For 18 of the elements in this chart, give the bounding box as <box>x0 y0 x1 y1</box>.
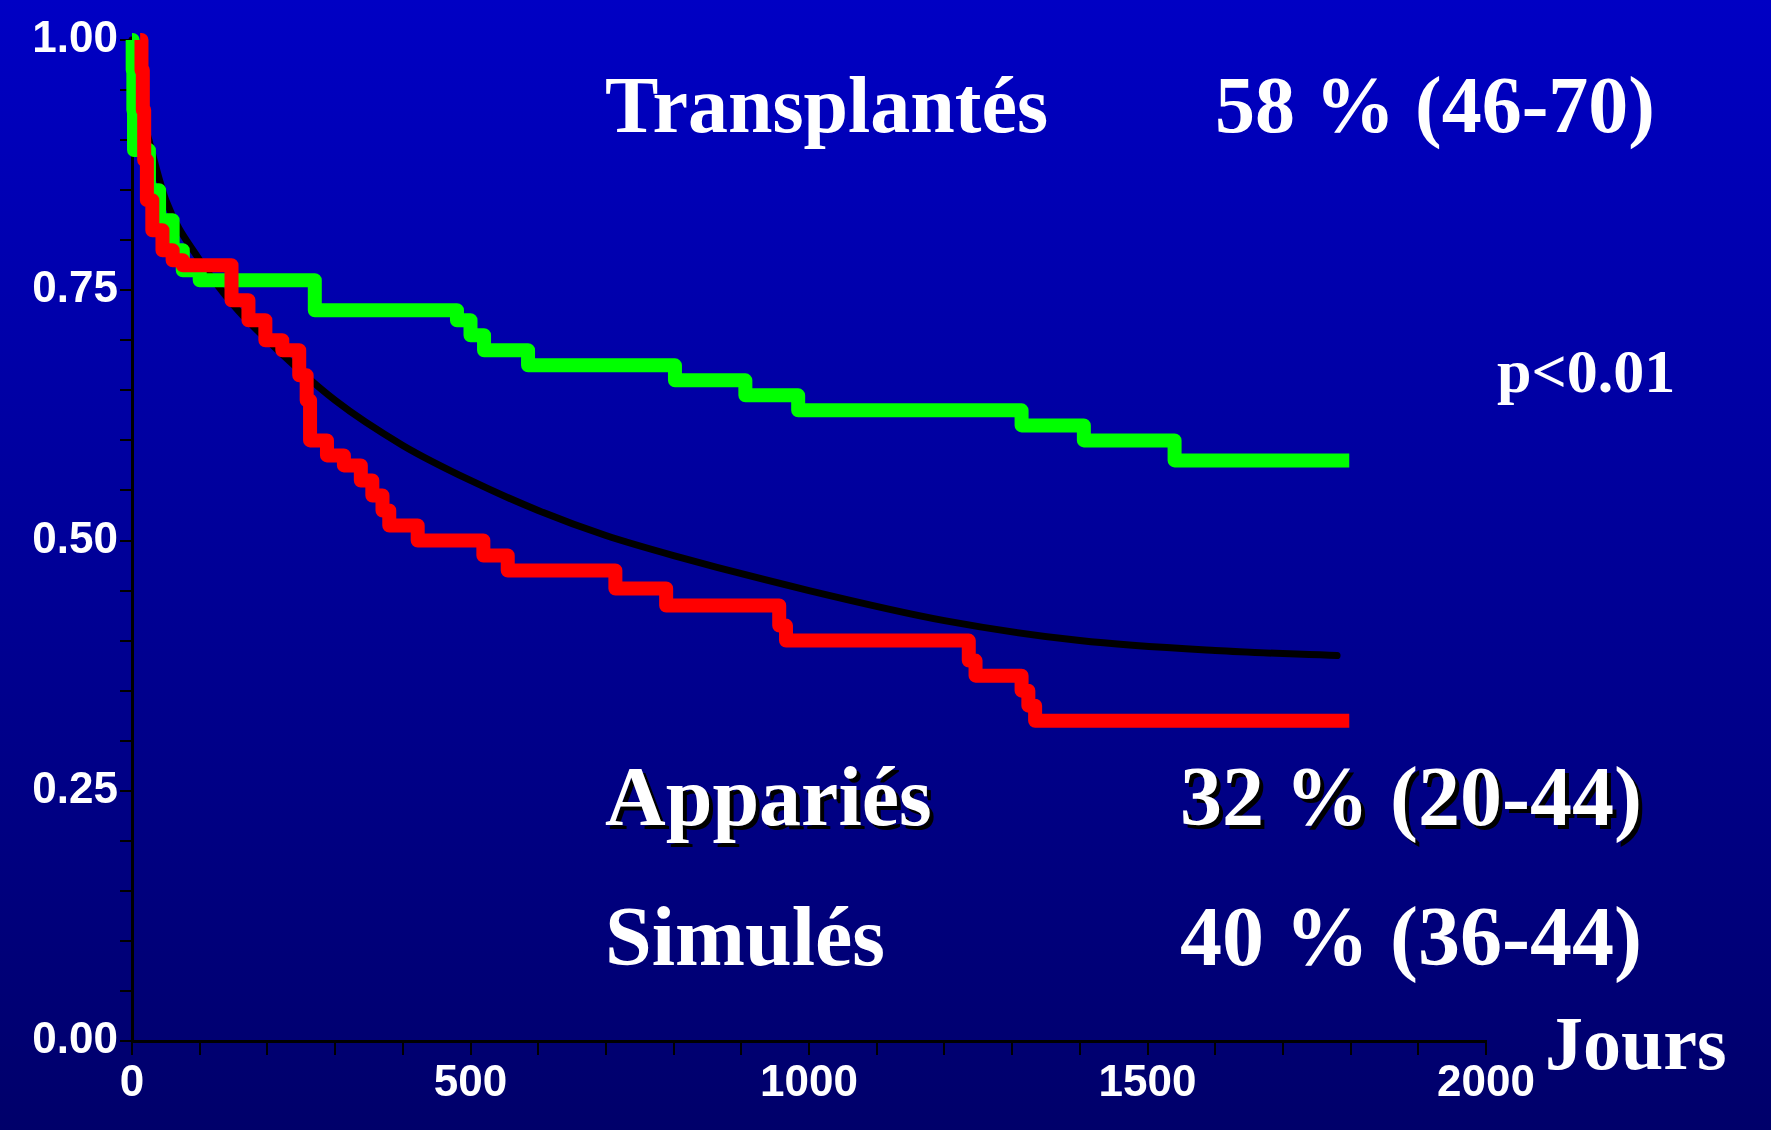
x-tick-label: 1500 <box>1098 1055 1197 1105</box>
annotation: 40 % (36-44) <box>1180 890 1642 983</box>
x-tick-label: 500 <box>433 1055 508 1105</box>
x-tick-label: 0 <box>119 1055 145 1105</box>
annotation: Transplantés <box>605 61 1049 149</box>
y-tick-label: 1.00 <box>32 12 118 62</box>
y-tick-label: 0.25 <box>32 762 118 812</box>
y-tick-label: 0.75 <box>32 262 118 312</box>
x-tick-label: 1000 <box>760 1055 858 1105</box>
text: p<0.01 <box>1497 337 1676 405</box>
x-tick-label: 2000 <box>1437 1055 1535 1105</box>
y-tick-label: 0.00 <box>32 1013 118 1063</box>
annotation: Appariés <box>605 750 932 843</box>
annotation: 32 % (20-44) <box>1180 750 1642 843</box>
annotation: 58 % (46-70) <box>1215 61 1655 149</box>
y-tick-label: 0.50 <box>32 512 118 562</box>
annotation: Simulés <box>605 890 886 983</box>
x-axis-title: Jours <box>1545 1001 1727 1085</box>
